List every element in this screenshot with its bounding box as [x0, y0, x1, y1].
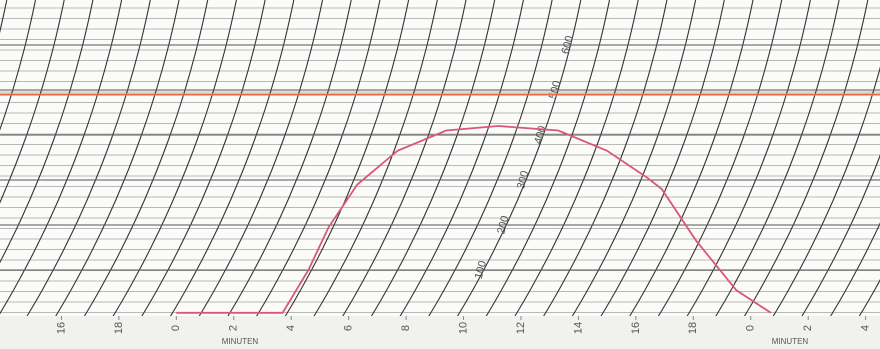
- axis-strip: [0, 316, 880, 349]
- x-tick-label: 4: [860, 325, 872, 331]
- x-tick-label: 14: [572, 322, 584, 334]
- x-tick-label: 18: [113, 322, 125, 334]
- x-tick-label: 4: [285, 325, 297, 331]
- page: MINUTEN MINUTEN 100200300400500600161802…: [0, 0, 880, 349]
- x-tick-label: 12: [515, 322, 527, 334]
- x-tick-label: 2: [802, 325, 814, 331]
- x-tick-label: 16: [55, 322, 67, 334]
- x-tick-label: 0: [745, 325, 757, 331]
- x-tick-label: 8: [400, 325, 412, 331]
- chart: MINUTEN MINUTEN 100200300400500600161802…: [0, 0, 880, 349]
- x-tick-label: 18: [687, 322, 699, 334]
- x-tick-label: 10: [457, 322, 469, 334]
- x-tick-label: 16: [630, 322, 642, 334]
- x-tick-label: 0: [170, 325, 182, 331]
- x-tick-label: 6: [343, 325, 355, 331]
- x-axis-label: MINUTEN: [222, 337, 259, 346]
- x-tick-label: 2: [228, 325, 240, 331]
- x-axis-label: MINUTEN: [772, 337, 809, 346]
